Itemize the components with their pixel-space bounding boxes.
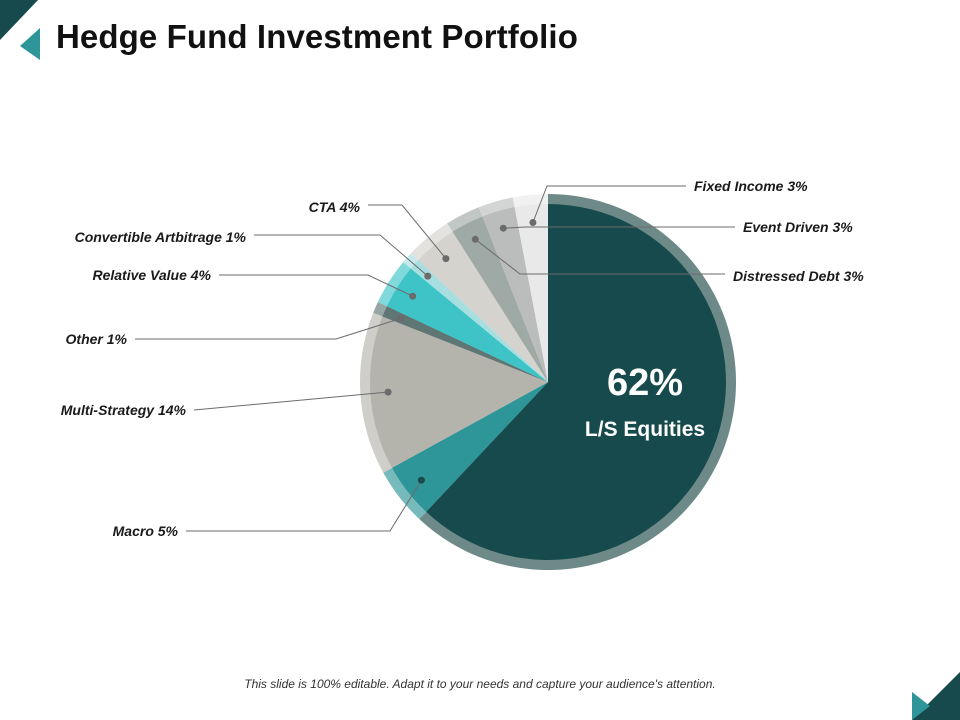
leader-dot-relative-value — [409, 292, 417, 300]
corner-decoration-top-left — [0, 0, 40, 60]
leader-dot-multi-strategy — [384, 388, 392, 396]
leader-dot-fixed-income — [529, 219, 537, 226]
slice-label-convertible-arbitrage: Convertible Artbitrage 1% — [75, 229, 247, 245]
corner-decoration-bottom-right — [912, 672, 960, 720]
leader-lines — [135, 185, 735, 532]
slice-labels: Macro 5% Multi-Strategy 14% Other 1% Relati… — [61, 178, 865, 539]
leader-dot-cta — [442, 255, 450, 263]
pie-slice-cta — [418, 231, 548, 382]
slice-label-multi-strategy: Multi-Strategy 14% — [61, 402, 187, 418]
highlight-value: 62% — [606, 362, 684, 404]
pie-slice-distressed-debt — [452, 216, 548, 382]
footer-note: This slide is 100% editable. Adapt it to… — [244, 677, 716, 691]
leader-dot-event-driven — [499, 224, 507, 232]
leader-dot-convertible-arbitrage — [424, 272, 432, 280]
pie-slice-l-s-equities — [426, 204, 726, 560]
leader-line-convertible-arbitrage — [254, 234, 429, 277]
leader-line-cta — [368, 204, 447, 259]
slice-label-cta: CTA 4% — [309, 199, 361, 215]
pie-slices — [359, 194, 737, 570]
pie-slice-macro — [392, 382, 548, 512]
leader-line-multi-strategy — [193, 391, 389, 411]
leader-line-macro — [186, 479, 422, 532]
leader-dot-distressed-debt — [471, 235, 479, 243]
leader-line-distressed-debt — [474, 238, 725, 275]
slice-label-other: Other 1% — [66, 331, 128, 347]
leader-line-event-driven — [503, 226, 735, 229]
slice-label-relative-value: Relative Value 4% — [92, 267, 211, 283]
pie-slice-other — [382, 306, 548, 382]
leader-line-fixed-income — [532, 185, 686, 223]
slice-label-fixed-income: Fixed Income 3% — [694, 178, 808, 194]
page-title: Hedge Fund Investment Portfolio — [56, 18, 578, 55]
slice-label-event-driven: Event Driven 3% — [743, 219, 853, 235]
pie-slice-relative-value — [386, 268, 548, 382]
leader-dot-other — [397, 314, 405, 322]
highlight-label: L/S Equities — [584, 418, 706, 441]
pie-slice-convertible-arbitrage — [410, 260, 548, 382]
leader-line-other — [135, 317, 402, 340]
slice-label-macro: Macro 5% — [113, 523, 179, 539]
slice-label-distressed-debt: Distressed Debt 3% — [733, 268, 864, 284]
leader-dot-macro — [417, 476, 425, 484]
pie-slice-fixed-income — [514, 204, 548, 382]
leader-line-relative-value — [219, 274, 413, 297]
pie-slice-event-driven — [482, 207, 548, 382]
pie-slice-multi-strategy — [370, 316, 548, 468]
